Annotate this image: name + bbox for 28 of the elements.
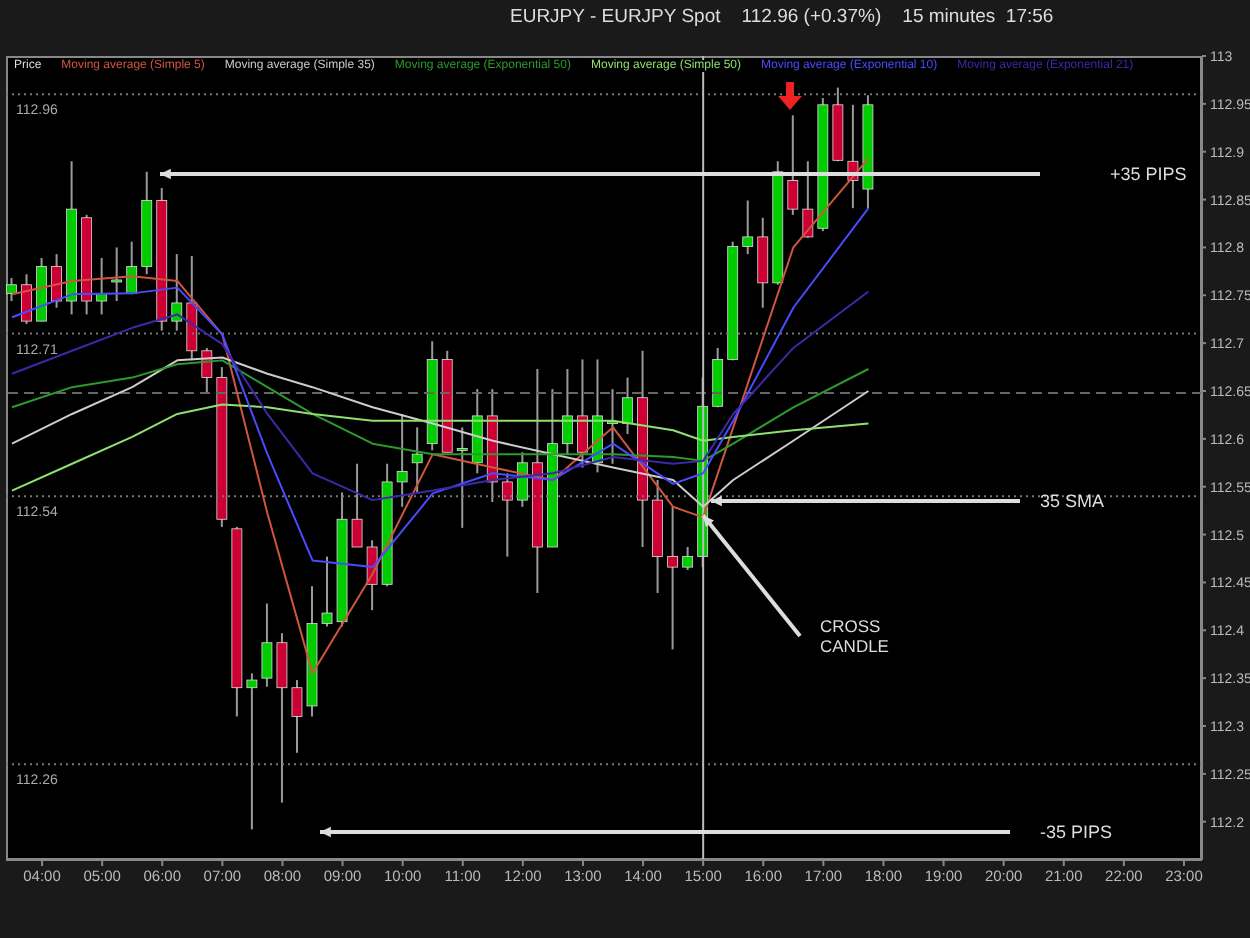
candlestick [171, 253, 183, 332]
line-series [11, 356, 870, 508]
candlestick [456, 426, 468, 529]
candlestick [186, 255, 198, 362]
chart-title: EURJPY - EURJPY Spot 112.96 (+0.37%) 15 minutes 17:56 [510, 6, 1054, 28]
annotation: CROSS CANDLE [820, 616, 890, 656]
candlestick [111, 246, 123, 303]
line-series [11, 290, 870, 502]
candlestick [622, 376, 633, 436]
candlestick [787, 114, 799, 216]
candlestick [411, 426, 423, 495]
annotation: +35 PIPS [1110, 164, 1187, 184]
candlestick [742, 199, 754, 256]
candlestick [562, 367, 573, 456]
candlestick [712, 346, 724, 409]
line-series [11, 359, 870, 462]
candlestick [501, 472, 513, 558]
candlestick [667, 505, 678, 651]
candlestick [757, 216, 769, 309]
annotation: 35 SMA [1040, 491, 1105, 512]
candlestick [802, 160, 814, 239]
annotation: -35 PIPS [1040, 822, 1113, 842]
candlestick [577, 358, 588, 469]
candlestick [396, 412, 408, 508]
line-series [11, 403, 870, 492]
candlestick [682, 546, 694, 571]
candlestick [6, 277, 17, 303]
candlestick [51, 253, 62, 309]
